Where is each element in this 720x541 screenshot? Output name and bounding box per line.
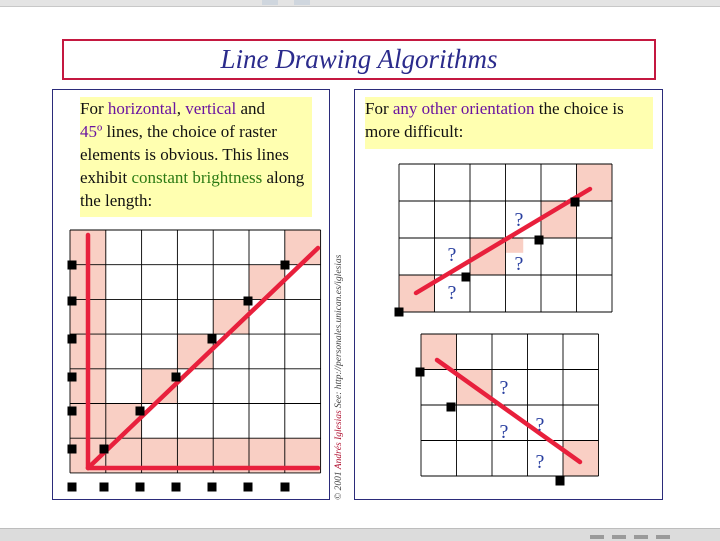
pixel-cell (563, 440, 599, 476)
pixel-marker (461, 272, 471, 282)
text-run: and (236, 99, 266, 118)
text-run: lines, the choice of raster elements is … (80, 122, 289, 187)
text-run: the choice is more difficult: (365, 99, 624, 141)
keyword-45-degree: 45º (80, 122, 103, 141)
question-mark: ? (448, 244, 457, 266)
nav-button[interactable] (656, 535, 670, 539)
text-run: along the length: (80, 168, 305, 210)
pixel-marker (555, 476, 565, 486)
diagonal-line (85, 245, 321, 471)
slide-title: Line Drawing Algorithms (220, 44, 498, 74)
pixel-cell-partial (505, 238, 524, 253)
pixel-marker (67, 334, 77, 344)
pixel-marker (415, 367, 425, 377)
left-explanation: For horizontal, vertical and 45º lines, t… (80, 97, 312, 217)
text-run: For (365, 99, 393, 118)
text-run: , (176, 99, 186, 118)
text-run: For (80, 99, 108, 118)
pixel-marker (67, 260, 77, 270)
pixel-marker (135, 482, 145, 492)
question-mark: ? (500, 377, 509, 399)
pixel-cell (421, 334, 457, 370)
keyword-constant-brightness: constant brightness (131, 168, 263, 187)
question-mark: ? (515, 209, 524, 231)
pixel-marker (171, 372, 181, 382)
nav-button[interactable] (634, 535, 648, 539)
window-top-bar (0, 0, 720, 7)
pixel-marker (446, 402, 456, 412)
pixel-marker (280, 482, 290, 492)
nav-button[interactable] (612, 535, 626, 539)
pixel-marker (67, 406, 77, 416)
pixel-marker (534, 235, 544, 245)
pixel-marker (135, 406, 145, 416)
slide-title-box: Line Drawing Algorithms (62, 39, 656, 80)
pixel-marker (207, 482, 217, 492)
pixel-marker (67, 482, 77, 492)
oblique-line (434, 357, 583, 465)
pixel-marker (67, 444, 77, 454)
pixel-cell (249, 264, 285, 300)
pixel-marker (243, 296, 253, 306)
pixel-marker (67, 296, 77, 306)
toolbar-button[interactable] (262, 0, 278, 5)
pixel-cell (284, 230, 321, 265)
pixel-marker (280, 260, 290, 270)
question-mark: ? (500, 421, 509, 443)
keyword-vertical: vertical (185, 99, 237, 118)
right-explanation: For any other orientation the choice is … (365, 97, 653, 149)
pixel-marker (243, 482, 253, 492)
pixel-marker (570, 197, 580, 207)
keyword-other-orientation: any other orientation (392, 99, 535, 118)
nav-button[interactable] (590, 535, 604, 539)
pixel-marker (99, 444, 109, 454)
pixel-marker (171, 482, 181, 492)
keyword-horizontal: horizontal (107, 99, 177, 118)
question-mark: ? (536, 451, 545, 473)
window-bottom-bar (0, 528, 720, 541)
question-mark: ? (536, 414, 545, 436)
toolbar-button[interactable] (294, 0, 310, 5)
question-mark: ? (448, 282, 457, 304)
pixel-marker (67, 372, 77, 382)
pixel-marker (99, 482, 109, 492)
pixel-marker (394, 307, 404, 317)
oblique-line (413, 186, 593, 296)
question-mark: ? (515, 253, 524, 275)
pixel-marker (207, 334, 217, 344)
